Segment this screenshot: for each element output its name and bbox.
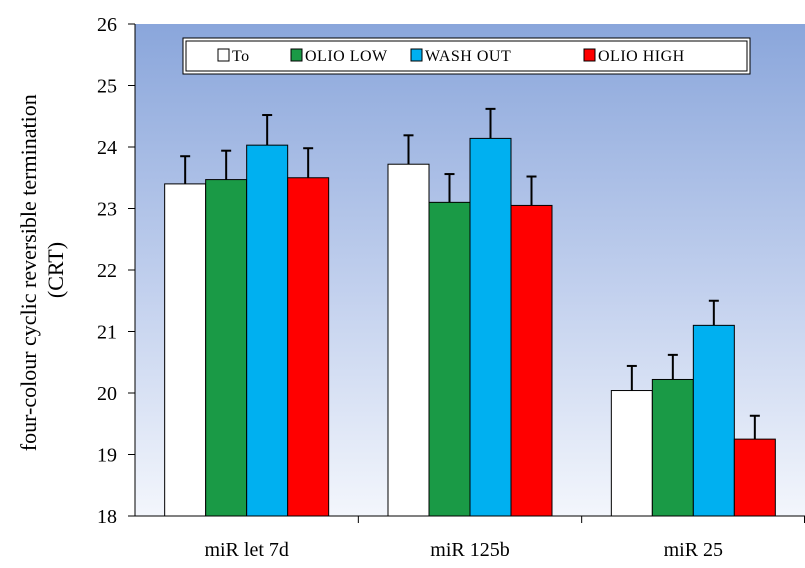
bar	[733, 438, 776, 517]
legend-label: To	[232, 48, 250, 65]
legend-swatch	[410, 48, 423, 62]
legend-label: WASH OUT	[425, 48, 511, 65]
x-tick-label: miR 125b	[430, 539, 509, 561]
legend-label: OLIO LOW	[305, 48, 388, 65]
bar	[205, 179, 248, 517]
y-tick-label: 21	[97, 322, 117, 344]
legend-box	[182, 37, 751, 75]
y-tick-label: 24	[97, 137, 117, 159]
bar	[651, 378, 694, 517]
x-tick-label: miR 25	[664, 539, 723, 561]
y-tick-label: 18	[97, 506, 117, 528]
legend-swatch	[217, 48, 230, 62]
y-tick-label: 25	[97, 76, 117, 98]
bar	[692, 324, 735, 517]
y-axis-label-line-2: (CRT)	[43, 242, 68, 298]
bar	[469, 137, 512, 517]
y-tick-label: 22	[97, 260, 117, 282]
x-tick-label: miR let 7d	[204, 539, 288, 561]
y-tick-label: 20	[97, 383, 117, 405]
y-tick-label: 23	[97, 199, 117, 221]
bar	[164, 183, 207, 517]
y-tick-label: 19	[97, 445, 117, 467]
y-axis-label-line-1: four-colour cyclic reversible terminatio…	[16, 94, 41, 451]
bar	[246, 144, 289, 517]
axes: miR let 7d miR 125b miR 25 18 19 20 21 22 23 24 25…	[97, 14, 805, 561]
bar	[287, 177, 330, 517]
bars	[164, 107, 776, 517]
y-tick-label: 26	[97, 14, 117, 36]
legend-inner-border	[185, 40, 748, 72]
y-axis-label: four-colour cyclic reversible terminatio…	[16, 89, 68, 451]
bar	[610, 390, 653, 517]
legend-swatch	[583, 48, 596, 62]
legend-swatch	[290, 48, 303, 62]
bar	[428, 201, 471, 517]
bar	[510, 204, 553, 517]
bar	[387, 163, 430, 517]
legend-label: OLIO HIGH	[598, 48, 685, 65]
legend: To OLIO LOW WASH OUT OLIO HIGH	[182, 37, 751, 75]
